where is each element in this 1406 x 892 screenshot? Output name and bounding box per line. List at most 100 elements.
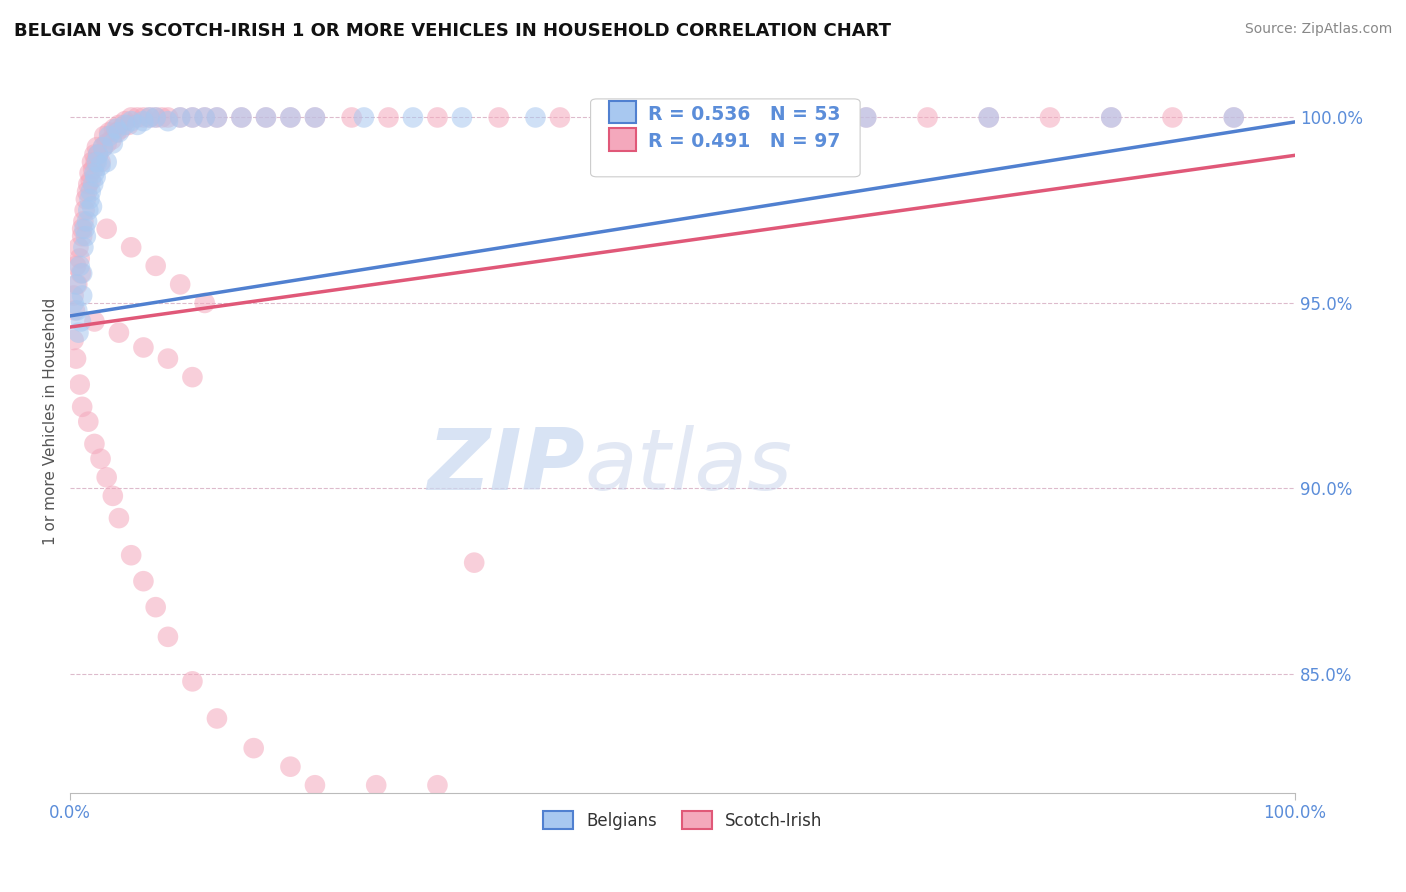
Point bbox=[65, 277, 87, 292]
Point bbox=[132, 114, 155, 128]
Point bbox=[90, 159, 112, 173]
Point bbox=[72, 214, 94, 228]
Point bbox=[977, 111, 1000, 125]
Point bbox=[169, 111, 191, 125]
Point bbox=[304, 778, 326, 792]
Point bbox=[138, 111, 160, 125]
Point bbox=[304, 111, 326, 125]
Point bbox=[402, 111, 425, 125]
Point bbox=[132, 574, 155, 589]
Point bbox=[101, 136, 124, 151]
Point bbox=[181, 111, 204, 125]
Bar bbox=[609, 128, 636, 151]
Point bbox=[100, 133, 122, 147]
Point bbox=[96, 221, 118, 235]
Point bbox=[120, 114, 142, 128]
Point bbox=[156, 114, 179, 128]
Point bbox=[205, 111, 228, 125]
Point bbox=[181, 674, 204, 689]
Point bbox=[145, 259, 167, 273]
Point bbox=[75, 192, 97, 206]
Point bbox=[524, 111, 547, 125]
Point bbox=[488, 111, 510, 125]
Point bbox=[855, 111, 877, 125]
Point bbox=[69, 252, 91, 266]
Point bbox=[70, 229, 93, 244]
Point bbox=[733, 111, 755, 125]
Point bbox=[67, 326, 90, 340]
Point bbox=[72, 240, 94, 254]
Point bbox=[84, 155, 107, 169]
Point bbox=[340, 111, 363, 125]
Point bbox=[87, 147, 110, 161]
Point bbox=[70, 266, 93, 280]
Point bbox=[127, 111, 149, 125]
Point bbox=[254, 111, 277, 125]
Point bbox=[105, 125, 128, 139]
Point bbox=[80, 185, 103, 199]
Point bbox=[96, 470, 118, 484]
Text: R = 0.536   N = 53: R = 0.536 N = 53 bbox=[648, 105, 841, 124]
Point bbox=[610, 111, 633, 125]
Point bbox=[69, 259, 91, 273]
Point bbox=[87, 147, 110, 161]
Point bbox=[86, 155, 108, 169]
Y-axis label: 1 or more Vehicles in Household: 1 or more Vehicles in Household bbox=[44, 298, 58, 545]
Point bbox=[304, 111, 326, 125]
Point bbox=[70, 266, 93, 280]
Point bbox=[205, 711, 228, 725]
Point bbox=[77, 178, 100, 192]
Point bbox=[96, 136, 118, 151]
Point bbox=[66, 303, 89, 318]
Point bbox=[205, 111, 228, 125]
Point bbox=[156, 111, 179, 125]
Point bbox=[83, 147, 105, 161]
Point bbox=[794, 111, 817, 125]
Point bbox=[1099, 111, 1122, 125]
Point bbox=[671, 111, 693, 125]
Point bbox=[114, 118, 136, 132]
Point bbox=[1222, 111, 1244, 125]
Point bbox=[353, 111, 375, 125]
Point bbox=[426, 111, 449, 125]
Point bbox=[108, 326, 131, 340]
Point bbox=[1222, 111, 1244, 125]
Point bbox=[108, 511, 131, 525]
Point bbox=[280, 111, 302, 125]
Point bbox=[75, 229, 97, 244]
Point bbox=[181, 111, 204, 125]
Point bbox=[67, 240, 90, 254]
Point bbox=[90, 155, 112, 169]
Text: Source: ZipAtlas.com: Source: ZipAtlas.com bbox=[1244, 22, 1392, 37]
Point bbox=[1099, 111, 1122, 125]
Point bbox=[79, 192, 101, 206]
Point bbox=[1039, 111, 1062, 125]
Point bbox=[70, 314, 93, 328]
Point bbox=[65, 351, 87, 366]
Point bbox=[70, 400, 93, 414]
Point bbox=[145, 600, 167, 615]
Legend: Belgians, Scotch-Irish: Belgians, Scotch-Irish bbox=[536, 805, 830, 837]
Point bbox=[451, 111, 474, 125]
Point bbox=[138, 111, 160, 125]
Point bbox=[145, 111, 167, 125]
Point bbox=[98, 128, 121, 143]
Point bbox=[82, 178, 104, 192]
Point bbox=[120, 548, 142, 562]
Point bbox=[855, 111, 877, 125]
Point bbox=[120, 111, 142, 125]
Point bbox=[231, 111, 253, 125]
Point bbox=[65, 259, 87, 273]
Point bbox=[150, 111, 173, 125]
Point bbox=[101, 489, 124, 503]
Point bbox=[93, 128, 115, 143]
Point bbox=[82, 162, 104, 177]
Point bbox=[194, 111, 217, 125]
Point bbox=[98, 125, 121, 139]
Point bbox=[70, 221, 93, 235]
Point bbox=[73, 203, 96, 218]
Point bbox=[76, 214, 98, 228]
Point bbox=[91, 140, 114, 154]
Point bbox=[426, 778, 449, 792]
Point bbox=[63, 303, 86, 318]
